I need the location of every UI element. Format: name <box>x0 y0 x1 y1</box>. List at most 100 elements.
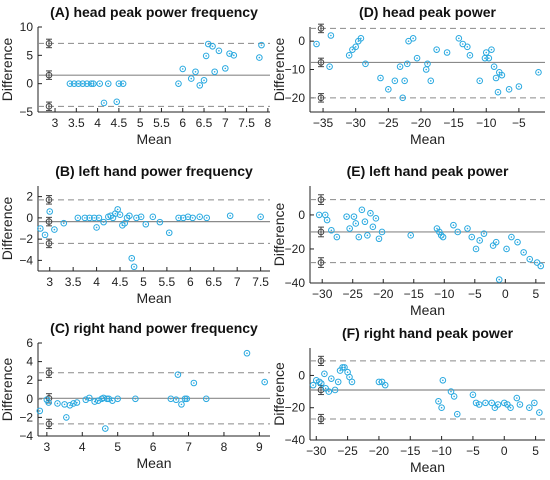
data-point <box>36 407 44 415</box>
chart-title: (B) left hand power frequency <box>55 163 253 179</box>
data-point <box>464 225 471 232</box>
data-point-center <box>102 221 105 223</box>
x-tick-label: −15 <box>404 287 425 301</box>
data-point <box>41 231 49 239</box>
data-point <box>327 32 335 39</box>
data-point-center <box>351 381 353 383</box>
data-point-center <box>475 248 477 250</box>
x-tick-label: 5 <box>114 440 121 454</box>
data-point-center <box>437 400 440 403</box>
data-point <box>66 80 74 87</box>
data-point-center <box>440 406 443 409</box>
data-point-center <box>203 79 205 82</box>
data-point <box>507 404 514 412</box>
chart-title: (E) left hand peak power <box>347 163 509 179</box>
data-point-center <box>39 227 42 230</box>
data-point <box>328 375 335 382</box>
data-point <box>492 74 500 82</box>
chart-title: (A) head peak power frequency <box>50 4 258 20</box>
data-point <box>343 213 350 220</box>
data-point-center <box>490 48 493 51</box>
data-point <box>367 209 374 217</box>
data-point-center <box>224 67 227 70</box>
data-point <box>243 349 251 357</box>
data-point-center <box>324 387 327 390</box>
data-point <box>203 214 211 222</box>
data-point <box>520 249 527 256</box>
data-point <box>505 86 513 93</box>
data-point <box>60 219 68 227</box>
y-tick-label: −2 <box>19 410 33 424</box>
data-point <box>396 63 404 70</box>
data-point <box>70 400 77 407</box>
data-point-center <box>399 65 401 68</box>
x-tick-label: 0 <box>502 287 509 301</box>
x-tick-label: 5.5 <box>153 116 170 130</box>
data-point-center <box>63 403 66 406</box>
data-point-center <box>381 231 383 233</box>
y-tick-label: 2 <box>26 190 33 204</box>
data-point <box>312 376 320 384</box>
x-tick-label: 4 <box>94 116 101 130</box>
data-point <box>175 214 182 222</box>
data-point-center <box>495 77 497 79</box>
data-point-center <box>108 398 110 400</box>
data-point-center <box>73 82 75 85</box>
data-point-center <box>76 401 78 404</box>
data-point-center <box>323 373 326 375</box>
data-point <box>514 238 521 246</box>
data-point <box>468 233 476 241</box>
x-tick-label: 5 <box>532 444 539 458</box>
data-point-center <box>537 71 540 74</box>
data-point-center <box>484 402 487 404</box>
x-axis-label: Mean <box>410 131 445 147</box>
data-point <box>86 214 93 222</box>
y-tick-label: 6 <box>26 336 33 350</box>
data-point <box>309 381 317 389</box>
data-point-center <box>116 398 119 400</box>
data-point <box>492 238 500 246</box>
x-tick-label: 5 <box>140 275 147 289</box>
x-tick-label: 6.5 <box>205 275 222 289</box>
data-point <box>352 43 359 51</box>
data-point-center <box>466 46 469 48</box>
data-point <box>91 398 98 405</box>
lower-loa-estimate-marker <box>317 259 325 266</box>
data-point <box>375 235 383 243</box>
x-tick-label: −5 <box>468 287 482 301</box>
data-point <box>482 49 490 56</box>
data-point <box>149 213 157 221</box>
data-point-center <box>104 427 107 430</box>
data-point <box>443 49 451 56</box>
data-point <box>74 214 82 222</box>
data-point-center <box>470 236 473 238</box>
data-point <box>190 379 198 387</box>
data-point-center <box>198 84 201 87</box>
data-point <box>526 255 534 263</box>
data-point <box>93 224 100 231</box>
data-point-center <box>260 44 263 46</box>
data-point-center <box>361 209 363 211</box>
data-point <box>459 40 467 48</box>
data-point-center <box>170 398 172 400</box>
data-point <box>490 63 498 70</box>
data-point-center <box>205 217 208 219</box>
data-point <box>116 211 124 218</box>
data-point-center <box>97 399 100 402</box>
data-point-center <box>497 403 499 406</box>
y-tick-label: −40 <box>285 433 306 447</box>
x-tick-label: −10 <box>476 116 497 130</box>
data-point <box>369 223 377 231</box>
x-tick-label: 7 <box>185 440 192 454</box>
data-point-center <box>85 398 87 401</box>
data-point-center <box>128 214 131 217</box>
data-point <box>258 41 265 49</box>
data-point <box>516 401 524 408</box>
data-point <box>63 414 70 421</box>
data-point <box>114 395 121 403</box>
x-tick-label: 4.5 <box>111 116 128 130</box>
data-point-center <box>452 224 455 226</box>
data-point <box>348 378 356 386</box>
data-point-center <box>95 226 98 229</box>
data-point <box>485 54 493 62</box>
